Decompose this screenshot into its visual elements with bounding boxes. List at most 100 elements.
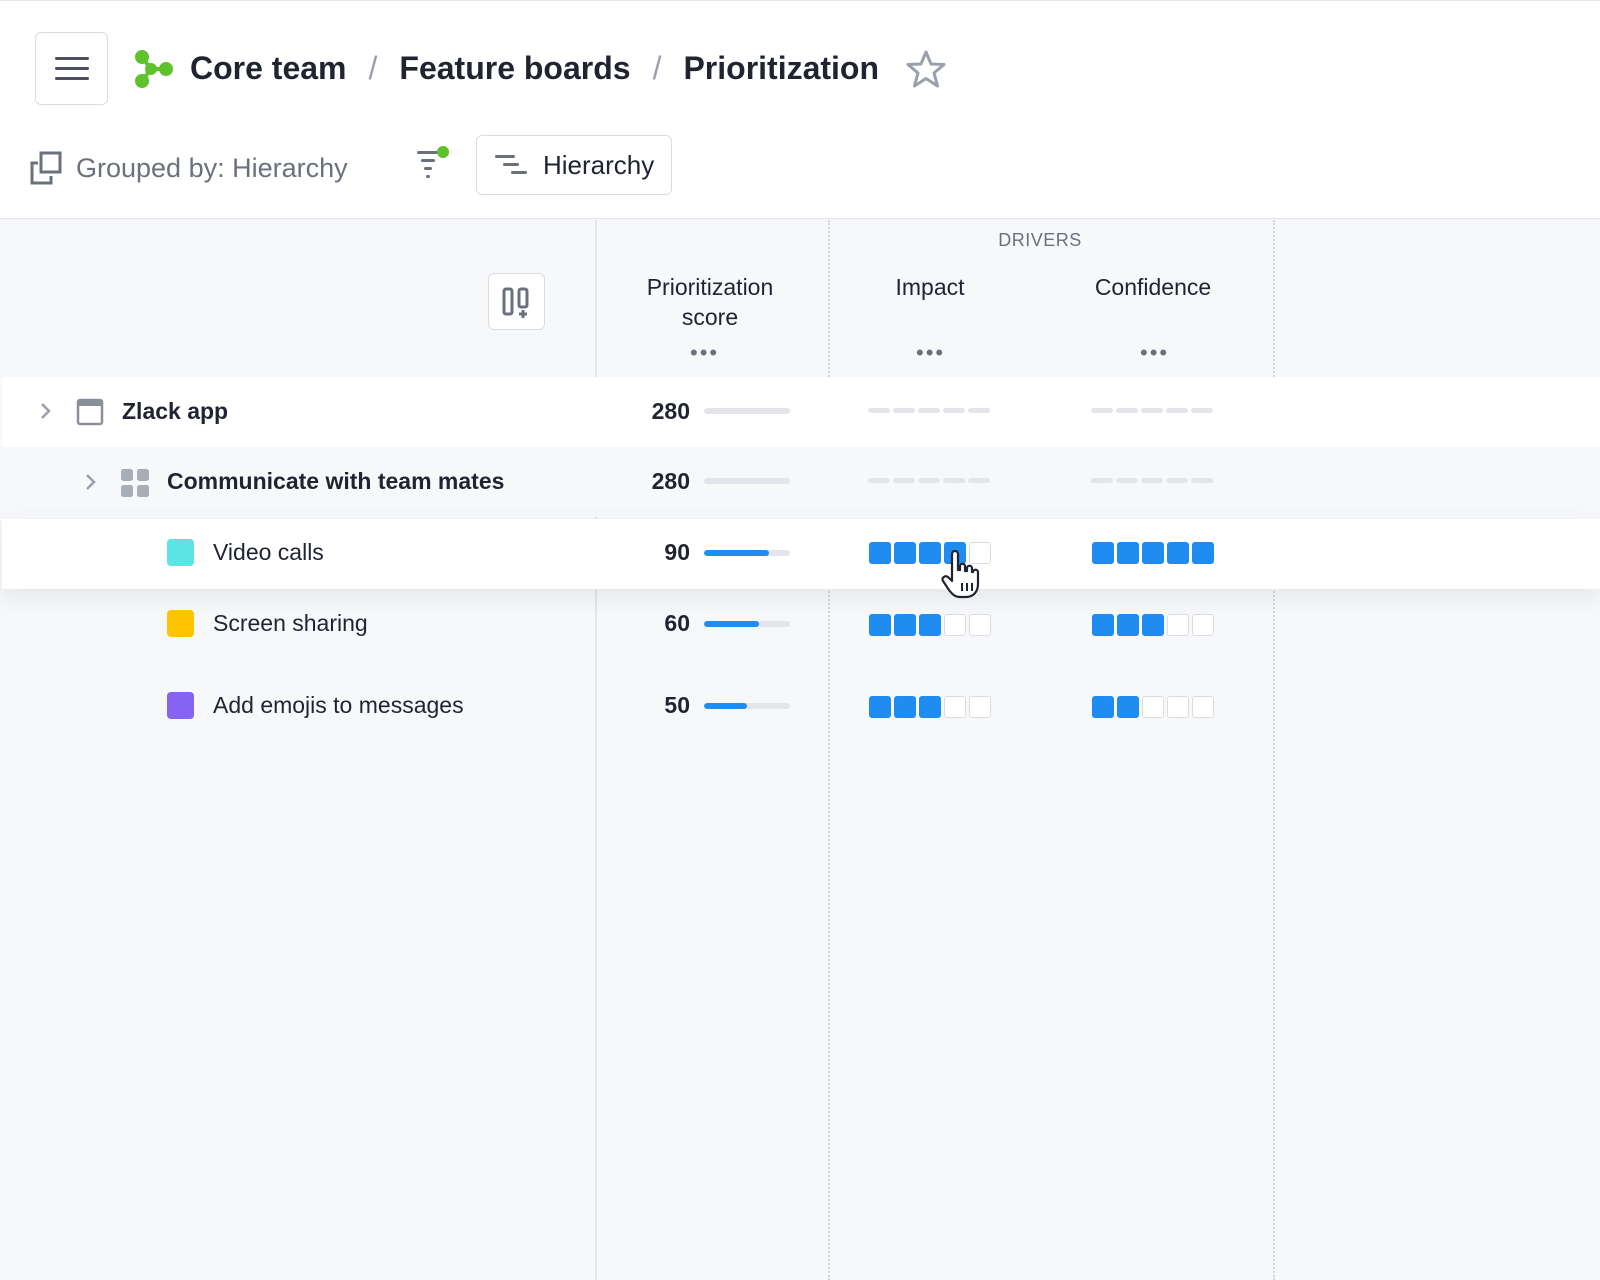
filter-icon[interactable]	[415, 145, 451, 185]
hierarchy-button[interactable]: Hierarchy	[476, 135, 672, 195]
rating-step-filled[interactable]	[1142, 542, 1164, 564]
rating-step-empty[interactable]	[944, 696, 966, 718]
hand-cursor-icon	[941, 549, 980, 599]
rating-dash	[1191, 478, 1213, 483]
feature-color-icon	[167, 539, 194, 566]
prioritization-score: 50	[664, 692, 690, 718]
rating-step-filled[interactable]	[1092, 542, 1114, 564]
table-row-video-calls[interactable]	[2, 519, 1600, 589]
rating-step-empty[interactable]	[1142, 696, 1164, 718]
rating-dash	[918, 478, 940, 483]
top-bar: Core team / Feature boards / Prioritizat…	[0, 0, 1600, 219]
breadcrumb: Core team / Feature boards / Prioritizat…	[190, 45, 879, 91]
menu-icon-line	[54, 67, 89, 70]
rating-dash	[1166, 408, 1188, 413]
rating-step-empty[interactable]	[1167, 696, 1189, 718]
chevron-right-icon[interactable]	[79, 471, 101, 493]
confidence-rating[interactable]	[1092, 696, 1214, 718]
confidence-rating-empty[interactable]	[1091, 478, 1213, 483]
rating-dash	[868, 408, 890, 413]
menu-icon-line	[54, 77, 89, 80]
confidence-rating-empty[interactable]	[1091, 408, 1213, 413]
rating-dash	[1091, 478, 1113, 483]
grouped-by-control[interactable]: Grouped by: Hierarchy	[30, 146, 348, 190]
rating-step-filled[interactable]	[1092, 614, 1114, 636]
rating-step-filled[interactable]	[919, 542, 941, 564]
add-column-icon	[502, 287, 529, 318]
breadcrumb-separator: /	[652, 49, 662, 86]
prioritization-score: 60	[664, 610, 690, 636]
rating-step-filled[interactable]	[869, 542, 891, 564]
impact-rating[interactable]	[869, 542, 991, 564]
rating-step-filled[interactable]	[869, 696, 891, 718]
rating-dash	[1091, 408, 1113, 413]
component-icon	[121, 469, 149, 497]
score-bar-fill	[704, 550, 770, 556]
rating-step-empty[interactable]	[944, 614, 966, 636]
rating-step-empty[interactable]	[969, 696, 991, 718]
rating-dash	[918, 408, 940, 413]
score-bar	[704, 703, 790, 709]
rating-step-filled[interactable]	[894, 542, 916, 564]
column-divider	[595, 220, 597, 1280]
impact-rating-empty[interactable]	[868, 408, 990, 413]
rating-step-filled[interactable]	[869, 614, 891, 636]
column-header-impact[interactable]: Impact	[895, 274, 965, 300]
score-bar	[704, 621, 790, 627]
confidence-rating[interactable]	[1092, 542, 1214, 564]
rating-step-filled[interactable]	[1117, 542, 1139, 564]
row-label[interactable]: Video calls	[213, 539, 324, 565]
score-bar-fill	[704, 703, 747, 709]
menu-icon-line	[54, 57, 89, 60]
rating-step-filled[interactable]	[1142, 614, 1164, 636]
row-label[interactable]: Communicate with team mates	[167, 468, 505, 494]
rating-step-empty[interactable]	[969, 614, 991, 636]
confidence-rating[interactable]	[1092, 614, 1214, 636]
grouped-by-label: Grouped by: Hierarchy	[76, 152, 348, 183]
rating-dash	[1166, 478, 1188, 483]
column-header-confidence[interactable]: Confidence	[1094, 274, 1212, 300]
group-icon	[30, 151, 62, 185]
impact-column-more-icon[interactable]: •••	[916, 340, 946, 365]
rating-step-filled[interactable]	[919, 614, 941, 636]
row-label[interactable]: Zlack app	[122, 398, 229, 424]
rating-step-empty[interactable]	[1192, 696, 1214, 718]
drivers-divider-right	[1273, 220, 1275, 1280]
rating-dash	[943, 478, 965, 483]
impact-rating[interactable]	[869, 614, 991, 636]
score-bar-empty	[704, 478, 790, 484]
feature-color-icon	[167, 692, 194, 719]
menu-button[interactable]	[35, 32, 108, 105]
rating-step-filled[interactable]	[1192, 542, 1214, 564]
chevron-right-icon[interactable]	[34, 400, 56, 422]
breadcrumb-item-core-team[interactable]: Core team	[190, 49, 347, 86]
rating-step-filled[interactable]	[1092, 696, 1114, 718]
row-label[interactable]: Screen sharing	[213, 610, 368, 636]
rating-dash	[943, 408, 965, 413]
rating-step-filled[interactable]	[1167, 542, 1189, 564]
score-column-more-icon[interactable]: •••	[690, 340, 720, 365]
column-header-prioritization-score[interactable]: Prioritization score	[620, 272, 800, 332]
rating-step-filled[interactable]	[894, 696, 916, 718]
rating-step-filled[interactable]	[894, 614, 916, 636]
rating-step-filled[interactable]	[1117, 696, 1139, 718]
favorite-star-icon[interactable]	[906, 49, 946, 89]
breadcrumb-item-prioritization: Prioritization	[683, 49, 880, 86]
table-row-zlack-app[interactable]	[2, 377, 1600, 447]
breadcrumb-item-feature-boards[interactable]: Feature boards	[399, 49, 631, 86]
impact-rating-empty[interactable]	[868, 478, 990, 483]
rating-step-filled[interactable]	[1117, 614, 1139, 636]
rating-dash	[968, 478, 990, 483]
rating-step-empty[interactable]	[1167, 614, 1189, 636]
confidence-column-more-icon[interactable]: •••	[1140, 340, 1170, 365]
row-label[interactable]: Add emojis to messages	[213, 692, 464, 718]
impact-rating[interactable]	[869, 696, 991, 718]
rating-dash	[1191, 408, 1213, 413]
rating-step-filled[interactable]	[919, 696, 941, 718]
column-header-label: Prioritization	[646, 274, 774, 300]
rating-dash	[893, 478, 915, 483]
table-row-communicate[interactable]	[2, 447, 1600, 517]
rating-step-empty[interactable]	[1192, 614, 1214, 636]
add-column-button[interactable]	[488, 273, 545, 330]
rating-step-empty[interactable]	[969, 542, 991, 564]
